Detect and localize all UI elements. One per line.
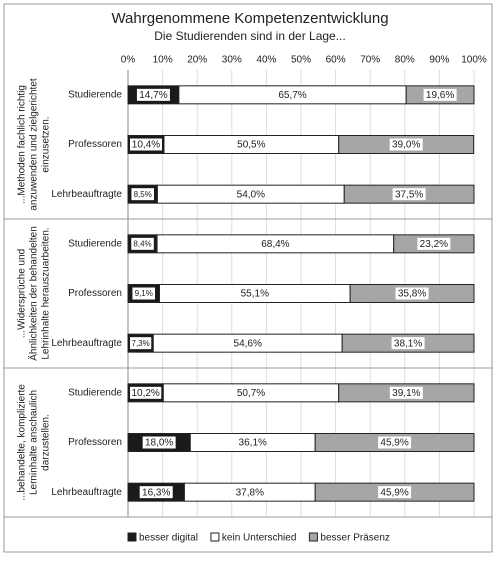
value-label: 16,3% <box>142 487 170 498</box>
value-label-box <box>378 436 412 449</box>
value-label: 37,8% <box>236 487 264 498</box>
value-label: 54,0% <box>237 189 265 200</box>
value-label-box <box>136 88 170 101</box>
legend-label: besser Präsenz <box>320 533 389 544</box>
x-tick-label: 80% <box>395 55 415 66</box>
value-label-box <box>130 138 162 151</box>
x-tick-label: 100% <box>461 55 487 66</box>
value-label-box <box>423 88 457 101</box>
value-label-box <box>130 337 152 350</box>
chart-title: Wahrgenommene Kompetenzentwicklung <box>111 10 388 27</box>
value-label: 10,4% <box>132 140 160 151</box>
value-label: 45,9% <box>380 438 408 449</box>
value-label: 37,5% <box>395 189 423 200</box>
y-tick-label: Studierende <box>68 387 122 398</box>
x-tick-label: 50% <box>291 55 311 66</box>
x-tick-label: 30% <box>222 55 242 66</box>
value-label: 8,5% <box>134 190 152 199</box>
y-tick-label: Studierende <box>68 238 122 249</box>
value-label-box <box>131 237 154 250</box>
group-label: ...Methoden fachlich richtig <box>17 85 28 204</box>
value-label: 35,8% <box>398 289 426 300</box>
legend-label: besser digital <box>139 533 198 544</box>
value-label: 9,1% <box>135 289 153 298</box>
value-label: 18,0% <box>145 438 173 449</box>
x-tick-label: 20% <box>187 55 207 66</box>
value-label-box <box>395 287 429 300</box>
legend-label: kein Unterschied <box>222 533 296 544</box>
value-label: 54,6% <box>234 338 262 349</box>
value-label-box <box>389 138 423 151</box>
value-label-box <box>132 287 156 300</box>
legend-swatch <box>127 532 137 542</box>
group-label: ...Widersprüche und <box>17 249 28 339</box>
x-tick-label: 70% <box>360 55 380 66</box>
x-tick-label: 90% <box>429 55 449 66</box>
chart-subtitle: Die Studierenden sind in der Lage... <box>154 29 345 43</box>
value-label-box <box>378 486 412 499</box>
value-label: 14,7% <box>139 90 167 101</box>
value-label: 39,0% <box>392 140 420 151</box>
value-label-box <box>131 188 154 201</box>
value-label: 19,6% <box>426 90 454 101</box>
value-label: 38,1% <box>394 338 422 349</box>
group-label: einzusetzen. <box>41 116 52 172</box>
value-label-box <box>130 386 162 399</box>
value-label: 36,1% <box>239 438 267 449</box>
x-tick-label: 60% <box>326 55 346 66</box>
value-label-box <box>417 237 451 250</box>
value-label-box <box>142 436 176 449</box>
group-label: darzustellen. <box>41 414 52 471</box>
value-label: 50,7% <box>237 388 265 399</box>
value-label-box <box>392 188 426 201</box>
group-label: Ähnlichkeiten der behandelten <box>28 226 40 361</box>
group-label: Lerninhalte anschaulich <box>29 390 40 495</box>
value-label: 50,5% <box>237 140 265 151</box>
value-label-box <box>139 486 173 499</box>
y-tick-label: Lehrbeauftragte <box>51 487 122 498</box>
value-label: 10,2% <box>131 388 159 399</box>
y-tick-label: Professoren <box>68 288 122 299</box>
value-label-box <box>389 386 423 399</box>
x-tick-label: 0% <box>121 55 136 66</box>
legend-swatch <box>210 532 220 542</box>
value-label: 68,4% <box>261 239 289 250</box>
legend-swatch <box>308 532 318 542</box>
value-label: 7,3% <box>132 339 150 348</box>
x-tick-label: 10% <box>153 55 173 66</box>
y-tick-label: Professoren <box>68 139 122 150</box>
group-label: Lehrinhalte herauszuarbeiten. <box>41 227 52 359</box>
value-label: 45,9% <box>380 487 408 498</box>
value-label: 39,1% <box>392 388 420 399</box>
x-tick-label: 40% <box>256 55 276 66</box>
value-label: 65,7% <box>278 90 306 101</box>
y-tick-label: Lehrbeauftragte <box>51 189 122 200</box>
value-label-box <box>391 337 425 350</box>
y-tick-label: Lehrbeauftragte <box>51 338 122 349</box>
value-label: 23,2% <box>420 239 448 250</box>
value-label: 55,1% <box>241 289 269 300</box>
y-tick-label: Professoren <box>68 437 122 448</box>
group-label: anzuwenden und zielgerichtet <box>29 78 40 211</box>
value-label: 8,4% <box>133 239 151 248</box>
y-tick-label: Studierende <box>68 89 122 100</box>
group-label: ...behandelte, komplizierte <box>17 384 28 501</box>
